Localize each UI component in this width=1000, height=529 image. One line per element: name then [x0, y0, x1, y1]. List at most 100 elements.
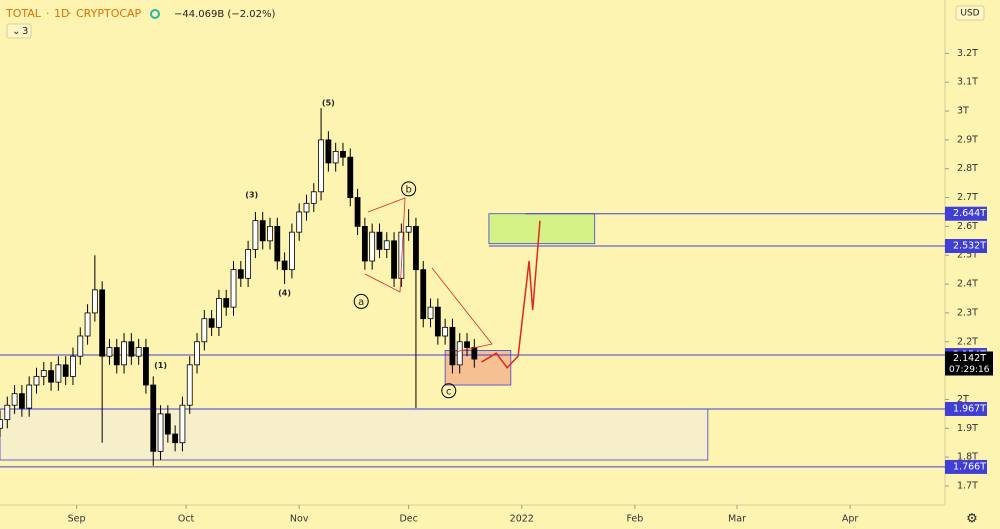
y-tick-label: 1.9T: [957, 423, 978, 434]
candle-body: [303, 202, 310, 213]
currency: USD: [960, 9, 979, 19]
wave-label: (1): [154, 361, 167, 370]
level-tag: [945, 239, 987, 254]
wave-label: (4): [278, 289, 291, 298]
y-tick-label: 3.2T: [957, 48, 978, 59]
last-price-tag: [945, 351, 993, 376]
candle-body: [398, 231, 405, 279]
candle-body: [18, 393, 25, 409]
candle-body: [128, 341, 135, 357]
candle-body: [332, 151, 339, 164]
candle-body: [230, 269, 237, 308]
candle-body: [55, 364, 62, 383]
y-tick-label: 3.1T: [957, 77, 978, 88]
candle-body: [405, 225, 412, 233]
candle-body: [106, 347, 113, 357]
candle-body: [464, 341, 470, 348]
candle-body: [150, 384, 157, 452]
candle-body: [4, 404, 11, 421]
candle-body: [11, 393, 18, 406]
candle-body: [26, 384, 33, 409]
symbol: TOTAL: [5, 7, 42, 20]
zone: [488, 213, 596, 245]
candle-body: [274, 225, 281, 262]
candle-body: [172, 433, 179, 444]
candle-body: [99, 289, 106, 357]
level-tag-label: 1.967T: [953, 403, 986, 414]
candle-body: [369, 231, 376, 262]
x-tick-label: Apr: [842, 514, 859, 525]
candle-body: [223, 298, 230, 308]
trend-line: [364, 197, 406, 293]
x-tick-label: Dec: [399, 514, 417, 525]
candle-body: [471, 347, 478, 360]
wave-label: a: [358, 297, 364, 308]
y-tick-label: 2.8T: [957, 163, 978, 174]
candle-body: [135, 347, 142, 357]
candle-body: [361, 225, 368, 262]
x-tick-label: Sep: [68, 514, 86, 525]
candle-body: [179, 404, 186, 444]
y-tick-label: 2.5T: [957, 250, 978, 261]
zone: [444, 350, 512, 386]
level-tag: [945, 401, 987, 416]
settings-icon[interactable]: ⚙: [966, 512, 978, 527]
candle-body: [296, 211, 303, 233]
candle-body: [354, 197, 361, 227]
candle-body: [164, 413, 171, 435]
wave-label: (3): [245, 191, 258, 200]
candle-body: [121, 341, 127, 366]
countdown: 07:29:16: [949, 365, 990, 375]
candle-body: [216, 298, 222, 328]
x-tick-label: Mar: [728, 514, 746, 525]
y-tick-label: 2.9T: [957, 134, 978, 145]
currency-button[interactable]: [955, 5, 985, 21]
change: −44.069B (−2.02%): [174, 9, 275, 20]
wave-label: (5): [322, 98, 335, 107]
y-tick-label: 2.2T: [957, 336, 978, 347]
trend-line: [431, 267, 493, 353]
candle-body: [391, 240, 397, 279]
level-tag: [945, 206, 987, 221]
x-tick-label: Nov: [290, 514, 309, 525]
indicator-toggle[interactable]: [6, 23, 32, 39]
level-tag-label: 1.766T: [953, 461, 986, 472]
wave-circle: [401, 181, 417, 197]
candle-body: [113, 347, 120, 366]
x-tick-label: Feb: [626, 514, 643, 525]
last-price-label: 2.142T: [953, 353, 986, 364]
y-tick-label: 1.7T: [957, 480, 978, 491]
level-tag-label: 2.532T: [953, 241, 986, 252]
candle-body: [288, 231, 295, 271]
candle-body: [245, 249, 252, 279]
plot: 1.7T1.8T1.9T2T2.1T2.2T2.3T2.4T2.5T2.6T2.…: [0, 48, 978, 525]
candle-body: [0, 419, 3, 429]
candle-body: [442, 326, 449, 337]
candle-body: [449, 326, 456, 366]
wave-circle: [353, 293, 369, 309]
wave-label: b: [405, 184, 411, 195]
candle-body: [143, 347, 149, 386]
y-tick-label: 2.3T: [957, 307, 978, 318]
candle-body: [208, 318, 215, 328]
candle-body: [420, 269, 427, 320]
wave-circle: [441, 383, 457, 399]
candle-body: [325, 139, 332, 164]
level-tag: [945, 459, 987, 474]
candle-body: [201, 318, 208, 343]
candle-body: [237, 269, 244, 279]
candle-body: [40, 370, 47, 377]
indicator-count: 3: [22, 26, 28, 37]
x-tick-label: Oct: [178, 514, 195, 525]
y-tick-label: 2.7T: [957, 192, 978, 203]
separator: ·: [46, 7, 50, 20]
level-tag-label: 2.644T: [953, 208, 986, 219]
candle-body: [62, 364, 69, 377]
y-tick-label: 2.6T: [957, 221, 978, 232]
candle-body: [310, 191, 317, 204]
candle-body: [347, 156, 354, 198]
candle-body: [340, 151, 346, 158]
market-status: [150, 9, 160, 19]
